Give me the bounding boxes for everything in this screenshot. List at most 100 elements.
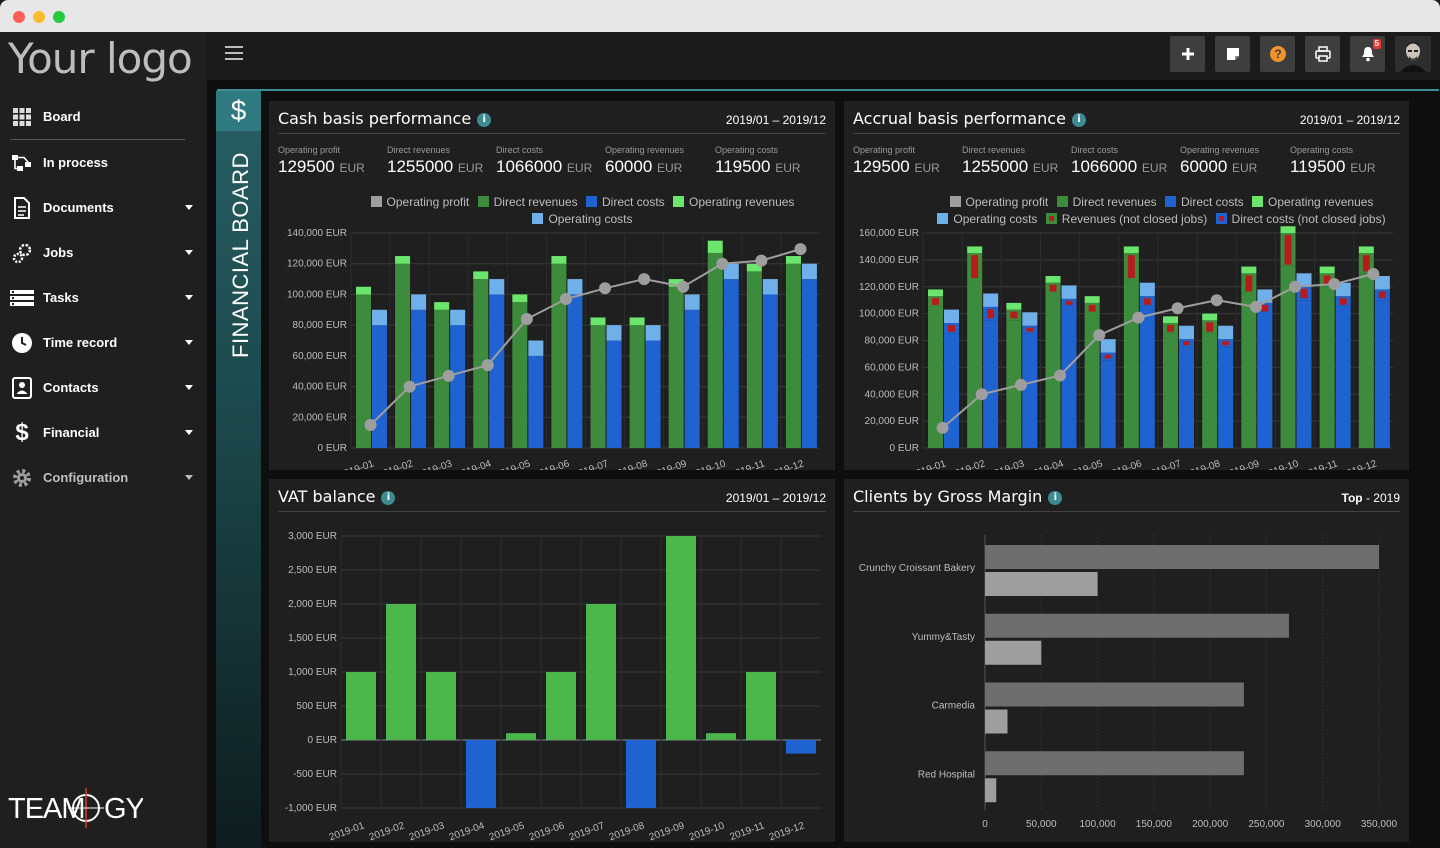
legend-item[interactable]: Direct costs (not closed jobs) <box>1215 212 1386 226</box>
sidebar-item-time-record[interactable]: Time record <box>0 320 207 365</box>
category-label: Carmedia <box>932 701 976 712</box>
x-tick-label: 2019-08 <box>611 458 650 470</box>
bar-direct-costs <box>1296 300 1312 448</box>
legend-item[interactable]: Revenues (not closed jobs) <box>1045 212 1207 226</box>
avatar[interactable] <box>1395 36 1431 72</box>
legend-item[interactable]: Operating costs <box>937 212 1037 226</box>
bar-direct-costs <box>1374 300 1390 448</box>
x-tick-label: 2019-04 <box>1027 458 1066 470</box>
notifications-button[interactable]: 5 <box>1350 36 1385 72</box>
logo: Your logo <box>8 34 193 83</box>
accrual-basis-chart: 0 EUR 20,000 EUR 40,000 EUR 60,000 EUR 80,00… <box>859 226 1393 470</box>
y-tick-label: 500 EUR <box>296 701 337 712</box>
sidebar-item-in-process[interactable]: In process <box>0 140 207 185</box>
sidebar-item-financial[interactable]: $ Financial <box>0 410 207 455</box>
bar-direct-revenues <box>1241 293 1257 448</box>
note-button[interactable] <box>1215 36 1250 72</box>
panel-range: 2019/01 – 2019/12 <box>725 491 826 505</box>
vat-bar <box>626 740 656 808</box>
accrual-title-text: Accrual basis performance <box>853 109 1066 128</box>
legend-swatch <box>477 196 489 207</box>
legend-item[interactable]: Direct costs <box>586 195 665 209</box>
sidebar-item-contacts[interactable]: Contacts <box>0 365 207 410</box>
menu-toggle-icon[interactable] <box>225 46 243 60</box>
info-icon[interactable]: i <box>477 113 492 127</box>
x-tick-label: 2019-02 <box>949 458 988 470</box>
bar-direct-revenues <box>356 294 371 448</box>
x-tick-label: 2019-01 <box>328 820 367 842</box>
legend-item[interactable]: Direct costs <box>1165 195 1244 209</box>
print-button[interactable] <box>1305 36 1340 72</box>
kpi-label: Direct costs <box>1071 145 1119 155</box>
vat-bar <box>586 604 616 740</box>
x-tick-label: 2019-06 <box>1105 458 1144 470</box>
board-title-container: FINANCIAL BOARD <box>228 143 253 363</box>
info-icon[interactable]: i <box>1048 491 1063 505</box>
bar-revenues-not-closed-inner <box>1206 322 1214 332</box>
category-label: Crunchy Croissant Bakery <box>859 563 975 574</box>
bar-direct-costs <box>489 294 505 448</box>
kpi-label: Direct revenues <box>387 145 451 155</box>
x-tick-label: 2019-12 <box>768 820 807 842</box>
bar-operating-revenues <box>967 246 983 254</box>
bar-operating-costs <box>1139 282 1155 297</box>
close-window-button[interactable] <box>13 11 25 23</box>
y-tick-label: 140,000 EUR <box>287 228 347 239</box>
x-tick-label: 2019-01 <box>337 458 376 470</box>
bar-costs-not-closed-inner <box>1143 298 1151 305</box>
legend-item[interactable]: Direct revenues <box>1056 195 1157 209</box>
y-tick-label: 0 EUR <box>890 443 919 454</box>
legend-item[interactable]: Direct revenues <box>477 195 578 209</box>
x-tick-label: 100,000 <box>1079 819 1116 830</box>
maximize-window-button[interactable] <box>53 11 65 23</box>
bar-direct-revenues <box>1280 266 1296 448</box>
sidebar-item-documents[interactable]: Documents <box>0 185 207 230</box>
info-icon[interactable]: i <box>1071 113 1086 127</box>
bar-operating-revenues <box>1202 313 1218 321</box>
print-icon <box>1314 46 1331 62</box>
bar-operating-costs <box>1179 325 1194 340</box>
minimize-window-button[interactable] <box>33 11 45 23</box>
x-tick-label: 2019-02 <box>376 458 415 470</box>
x-tick-label: 2019-09 <box>648 820 687 842</box>
sidebar-item-tasks[interactable]: Tasks <box>0 275 207 320</box>
legend-item[interactable]: Operating revenues <box>673 195 794 209</box>
y-tick-label: 20,000 EUR <box>865 416 919 427</box>
legend-item[interactable]: Operating costs <box>532 212 633 226</box>
bar-direct-costs <box>983 320 999 448</box>
kpi-currency: EUR <box>566 161 593 175</box>
x-tick-label: 2019-07 <box>572 458 611 470</box>
bar-operating-revenues <box>1123 246 1139 254</box>
bar-costs-not-closed-inner <box>1104 354 1112 359</box>
sidebar-item-jobs[interactable]: Jobs <box>0 230 207 275</box>
help-button[interactable]: ? <box>1260 36 1295 72</box>
category-label: Red Hospital <box>918 769 975 780</box>
bar-operating-costs <box>762 279 778 295</box>
operating-profit-point <box>1132 311 1145 324</box>
help-icon: ? <box>1269 46 1286 62</box>
info-icon[interactable]: i <box>381 491 396 505</box>
bar-operating-revenues <box>668 279 684 287</box>
bar-direct-costs <box>372 325 387 448</box>
kpi-item: Operating costs 119500 EUR <box>715 145 801 177</box>
legend-item[interactable]: Operating profit <box>370 195 469 209</box>
client-revenue-bar <box>985 613 1289 638</box>
bar-costs-not-closed-inner <box>987 308 995 319</box>
bar-operating-costs <box>528 340 544 356</box>
x-tick-label: 2019-09 <box>650 458 689 470</box>
bar-operating-revenues <box>1045 276 1061 283</box>
kpi-currency: EUR <box>1032 161 1059 175</box>
y-tick-label: 140,000 EUR <box>859 255 919 266</box>
bar-operating-revenues <box>707 240 723 253</box>
window-titlebar <box>0 0 1440 32</box>
add-button[interactable] <box>1170 36 1205 72</box>
bar-operating-costs <box>944 309 959 324</box>
sidebar-item-board[interactable]: Board <box>0 94 207 139</box>
bar-direct-revenues <box>590 325 606 448</box>
kpi-item: Operating profit 129500 EUR <box>853 145 940 177</box>
legend-item[interactable]: Operating revenues <box>1252 195 1373 209</box>
sidebar-item-configuration[interactable]: Configuration <box>0 455 207 500</box>
legend-item[interactable]: Operating profit <box>949 195 1048 209</box>
kpi-value: 129500 EUR <box>853 157 940 176</box>
bar-costs-not-closed-inner <box>1378 291 1386 299</box>
